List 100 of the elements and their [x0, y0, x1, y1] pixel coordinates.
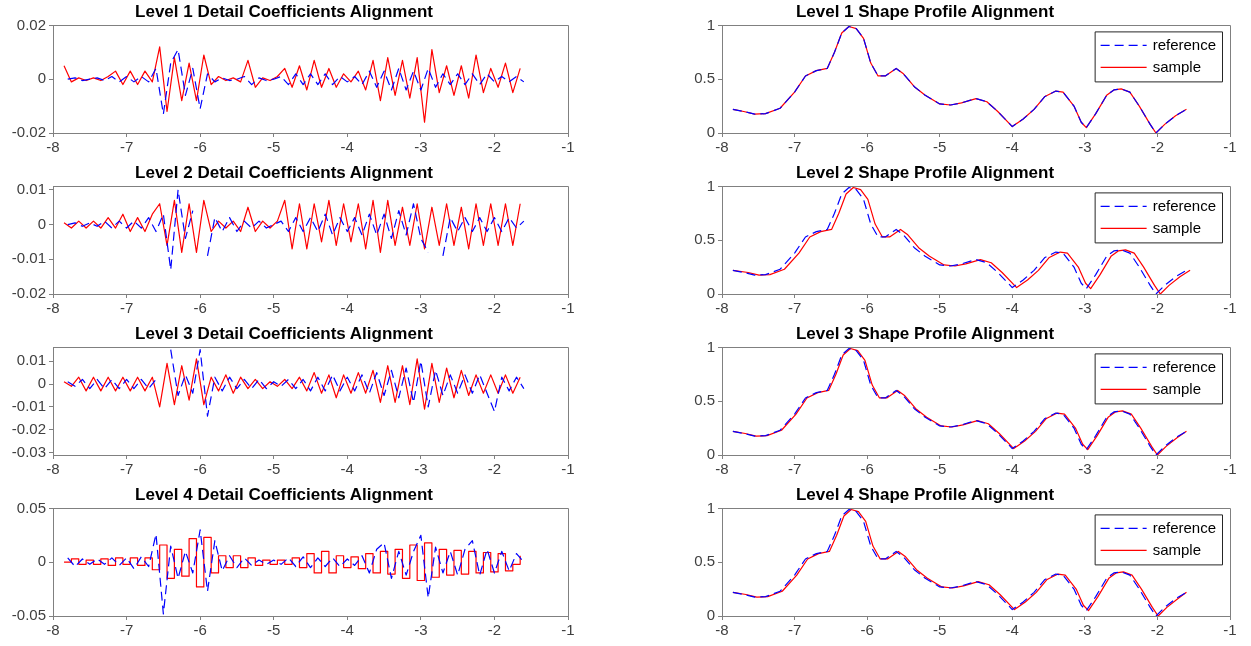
x-tick-label: -3 [1078, 138, 1092, 156]
y-tick-label: 0 [37, 214, 46, 232]
x-tick-label: -8 [715, 299, 729, 317]
x-tick-label: -2 [1150, 299, 1165, 317]
x-tick-label: -6 [193, 460, 207, 478]
x-tick-label: -5 [267, 460, 281, 478]
y-tick-label: 0.05 [16, 498, 46, 516]
x-tick-label: -7 [787, 138, 802, 156]
y-tick-label: 0 [706, 123, 715, 141]
y-tick-label: 1 [706, 15, 715, 33]
x-tick-label: -1 [1223, 460, 1237, 478]
x-tick-label: -2 [1150, 138, 1165, 156]
line-series [67, 529, 525, 615]
legend-label: reference [1152, 518, 1217, 536]
y-tick-label: -0.03 [11, 442, 46, 460]
x-tick-label: -7 [119, 138, 134, 156]
chart-title: Level 1 Shape Profile Alignment [795, 1, 1055, 21]
y-tick-label: 0 [37, 374, 46, 392]
legend-label: sample [1152, 57, 1201, 75]
x-tick-label: -4 [1005, 299, 1019, 317]
x-tick-label: -6 [193, 621, 207, 639]
x-tick-label: -2 [1150, 460, 1165, 478]
y-tick-label: -0.02 [11, 123, 46, 141]
x-tick-label: -4 [340, 299, 354, 317]
legend-label: sample [1152, 218, 1201, 236]
y-tick-label: 0.02 [16, 15, 46, 33]
y-tick-label: -0.01 [11, 249, 46, 267]
x-tick-label: -5 [267, 138, 281, 156]
x-tick-label: -5 [933, 138, 947, 156]
x-tick-label: -6 [193, 138, 207, 156]
line-series [67, 49, 525, 115]
chart-title: Level 3 Shape Profile Alignment [795, 323, 1055, 343]
x-tick-label: -5 [933, 621, 947, 639]
x-tick-label: -4 [1005, 138, 1019, 156]
legend-label: reference [1152, 35, 1217, 53]
y-tick-label: 1 [706, 176, 715, 194]
x-tick-label: -4 [340, 138, 354, 156]
x-tick-label: -4 [1005, 460, 1019, 478]
x-tick-label: -7 [787, 460, 802, 478]
y-tick-label: 1 [706, 337, 715, 355]
x-tick-label: -5 [933, 460, 947, 478]
chart-title: Level 1 Detail Coefficients Alignment [135, 1, 434, 21]
chart-title: Level 2 Detail Coefficients Alignment [135, 162, 434, 182]
x-tick-label: -7 [119, 460, 134, 478]
x-tick-label: -6 [193, 299, 207, 317]
x-tick-label: -7 [787, 299, 802, 317]
x-tick-label: -1 [561, 299, 575, 317]
y-tick-label: 0.5 [694, 69, 715, 87]
y-tick-label: 0 [37, 552, 46, 570]
x-tick-label: -8 [46, 621, 60, 639]
chart-title: Level 3 Detail Coefficients Alignment [135, 323, 434, 343]
x-tick-label: -4 [340, 460, 354, 478]
x-tick-label: -2 [1150, 621, 1165, 639]
x-tick-label: -5 [267, 299, 281, 317]
x-tick-label: -2 [487, 621, 502, 639]
y-tick-label: -0.02 [11, 419, 46, 437]
x-tick-label: -8 [46, 138, 60, 156]
x-tick-label: -8 [715, 460, 729, 478]
y-tick-label: -0.02 [11, 284, 46, 302]
x-tick-label: -3 [414, 621, 428, 639]
x-tick-label: -1 [561, 138, 575, 156]
x-tick-label: -3 [414, 138, 428, 156]
x-tick-label: -1 [1223, 138, 1237, 156]
x-tick-label: -7 [119, 621, 134, 639]
x-tick-label: -6 [860, 299, 874, 317]
y-tick-label: 1 [706, 498, 715, 516]
y-tick-label: 0.01 [16, 180, 46, 198]
x-tick-label: -2 [487, 460, 502, 478]
x-tick-label: -8 [715, 621, 729, 639]
legend-label: sample [1152, 379, 1201, 397]
x-tick-label: -7 [787, 621, 802, 639]
chart-title: Level 4 Detail Coefficients Alignment [135, 484, 434, 504]
x-tick-label: -3 [1078, 299, 1092, 317]
y-tick-label: 0 [706, 445, 715, 463]
y-tick-label: 0 [706, 284, 715, 302]
y-tick-label: 0.5 [694, 230, 715, 248]
x-tick-label: -1 [561, 460, 575, 478]
y-tick-label: -0.05 [11, 606, 46, 624]
chart-title: Level 2 Shape Profile Alignment [795, 162, 1055, 182]
x-tick-label: -8 [46, 460, 60, 478]
x-tick-label: -8 [46, 299, 60, 317]
x-tick-label: -6 [860, 460, 874, 478]
x-tick-label: -3 [414, 299, 428, 317]
x-tick-label: -3 [1078, 621, 1092, 639]
x-tick-label: -1 [1223, 299, 1237, 317]
x-tick-label: -8 [715, 138, 729, 156]
x-tick-label: -5 [267, 621, 281, 639]
x-tick-label: -3 [414, 460, 428, 478]
y-tick-label: -0.01 [11, 397, 46, 415]
x-tick-label: -7 [119, 299, 134, 317]
x-tick-label: -3 [1078, 460, 1092, 478]
x-tick-label: -5 [933, 299, 947, 317]
x-tick-label: -6 [860, 621, 874, 639]
y-tick-label: 0.5 [694, 552, 715, 570]
x-tick-label: -1 [1223, 621, 1237, 639]
y-tick-label: 0 [37, 69, 46, 87]
legend-label: sample [1152, 540, 1201, 558]
y-tick-label: 0.5 [694, 391, 715, 409]
y-tick-label: 0.01 [16, 351, 46, 369]
x-tick-label: -4 [340, 621, 354, 639]
